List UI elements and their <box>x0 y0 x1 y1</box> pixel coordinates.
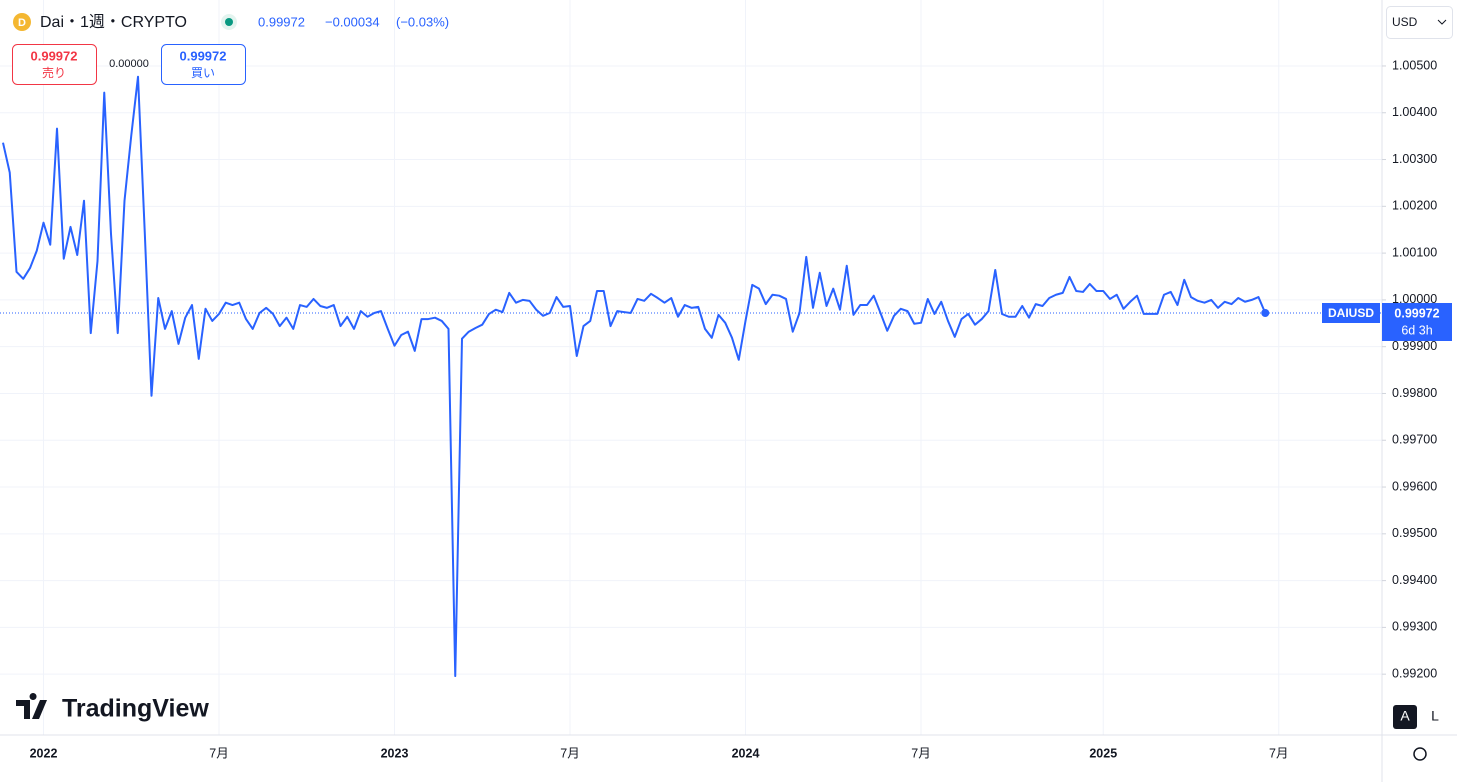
x-tick-label: 2024 <box>732 746 760 760</box>
logo-text: TradingView <box>62 695 209 723</box>
y-tick-label: 1.00200 <box>1392 199 1437 213</box>
sell-label: 売り <box>42 65 66 80</box>
coin-glyph: D <box>18 17 26 29</box>
y-tick-label: 1.00500 <box>1392 58 1437 72</box>
y-tick-label: 0.99700 <box>1392 433 1437 447</box>
plot <box>0 75 1382 678</box>
spread: 0.00000 <box>109 58 149 70</box>
x-tick-label: 2023 <box>381 746 409 760</box>
logo-icon <box>16 693 47 719</box>
symbol[interactable]: Dai・1週・CRYPTO <box>40 13 187 31</box>
last-price-box <box>1382 302 1452 341</box>
auto-label: A <box>1400 708 1410 724</box>
header-price: 0.99972 <box>258 14 305 29</box>
x-tick-label: 2025 <box>1089 746 1117 760</box>
currency-select[interactable] <box>1386 6 1453 39</box>
x-tick-label: 7月 <box>911 746 930 760</box>
y-tick-label: 1.00300 <box>1392 152 1437 166</box>
y-tick-label: 0.99800 <box>1392 386 1437 400</box>
last-symbol-box <box>1322 302 1380 323</box>
last-price-label: DAIUSD 0.99972 6d 3h <box>1322 302 1452 341</box>
last-price: 0.99972 <box>1394 306 1439 320</box>
x-tick-label: 2022 <box>30 746 58 760</box>
y-tick-label: 0.99600 <box>1392 479 1437 493</box>
y-tick-label: 0.99400 <box>1392 573 1437 587</box>
header-change: −0.00034 <box>325 14 380 29</box>
log-label[interactable]: L <box>1431 708 1439 724</box>
y-tick-label: 0.99900 <box>1392 339 1437 353</box>
x-tick-label: 7月 <box>1269 746 1288 760</box>
last-point <box>1261 308 1270 317</box>
sell-button[interactable] <box>12 44 97 85</box>
buy-price: 0.99972 <box>180 48 227 63</box>
currency: USD <box>1392 15 1418 29</box>
auto-button[interactable] <box>1393 705 1417 729</box>
x-tick-label: 7月 <box>560 746 579 760</box>
y-tick-label: 1.00400 <box>1392 105 1437 119</box>
buy-label: 買い <box>191 66 215 80</box>
sell-price: 0.99972 <box>31 48 78 63</box>
dropdown-arrow <box>1437 19 1447 25</box>
countdown: 6d 3h <box>1401 323 1432 337</box>
y-tick-label: 1.00100 <box>1392 245 1437 259</box>
x-tick-label: 7月 <box>209 746 228 760</box>
settings-icon[interactable] <box>1413 747 1427 761</box>
y-tick-label: 0.99200 <box>1392 666 1437 680</box>
y-tick-label: 0.99300 <box>1392 620 1437 634</box>
status-dot <box>225 18 233 26</box>
last-symbol: DAIUSD <box>1328 306 1374 320</box>
grid <box>0 0 1382 735</box>
price-line <box>2 75 1267 678</box>
coin-icon <box>13 13 31 31</box>
header-change-pct: (−0.03%) <box>396 14 449 29</box>
y-tick-label: 1.00000 <box>1392 292 1437 306</box>
y-tick-label: 0.99500 <box>1392 526 1437 540</box>
buy-button[interactable] <box>161 44 246 85</box>
